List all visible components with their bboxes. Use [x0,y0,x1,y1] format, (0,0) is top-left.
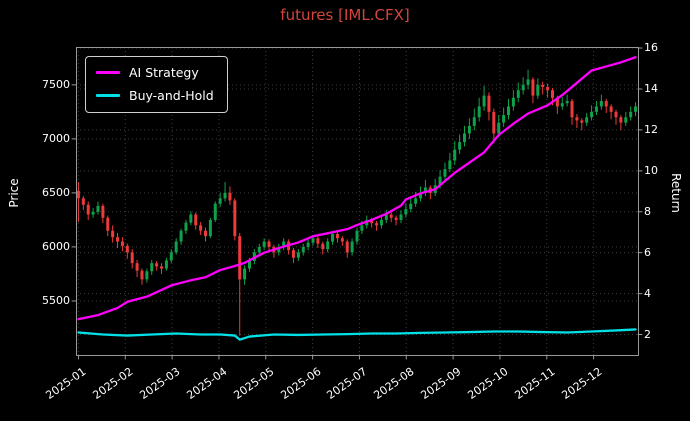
ai-strategy-line-swatch [96,71,120,74]
return-tick-label: 10 [644,163,658,177]
return-tick-label: 6 [644,245,651,259]
return-tick-label: 4 [644,286,651,300]
return-tick-label: 8 [644,204,651,218]
return-tick-label: 14 [644,81,658,95]
price-tick-label: 5500 [42,293,70,307]
legend: AI Strategy Buy-and-Hold [85,56,228,113]
legend-label-ai-strategy: AI Strategy [129,65,199,80]
price-tick-label: 7500 [42,77,70,91]
legend-item-ai-strategy: AI Strategy [96,65,214,80]
return-tick-label: 16 [644,41,658,55]
price-tick-label: 7000 [42,131,70,145]
legend-item-buy-and-hold: Buy-and-Hold [96,88,214,103]
return-tick-label: 2 [644,327,651,341]
return-tick-label: 12 [644,122,658,136]
buy-and-hold-line-swatch [96,94,120,97]
legend-label-buy-and-hold: Buy-and-Hold [129,88,214,103]
chart-title: futures [IML.CFX] [280,6,410,24]
price-tick-label: 6000 [42,239,70,253]
price-tick-label: 6500 [42,185,70,199]
